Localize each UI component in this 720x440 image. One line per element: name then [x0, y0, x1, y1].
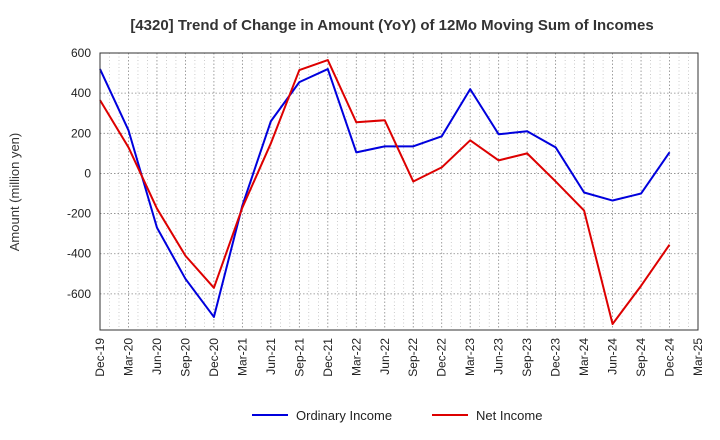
x-tick-label: Sep-23 — [520, 338, 534, 377]
legend-label-ordinary-income: Ordinary Income — [296, 408, 392, 423]
x-tick-label: Dec-23 — [549, 338, 563, 377]
y-tick-label: -200 — [67, 207, 91, 221]
grid — [100, 52, 698, 330]
x-tick-label: Sep-24 — [634, 338, 648, 377]
x-tick-label: Sep-22 — [406, 338, 420, 377]
legend: Ordinary Income Net Income — [252, 408, 542, 423]
x-tick-label: Mar-22 — [349, 338, 363, 376]
y-ticks: 600 400 200 0 -200 -400 -600 — [67, 46, 91, 301]
x-tick-label: Jun-21 — [264, 338, 278, 375]
x-tick-label: Dec-20 — [207, 338, 221, 377]
x-tick-label: Mar-25 — [691, 338, 705, 376]
y-tick-label: 0 — [84, 166, 91, 180]
x-tick-label: Sep-20 — [178, 338, 192, 377]
x-tick-label: Mar-21 — [235, 338, 249, 376]
x-tick-label: Sep-21 — [292, 338, 306, 377]
y-tick-label: -400 — [67, 247, 91, 261]
y-tick-label: -600 — [67, 287, 91, 301]
series-layer — [99, 59, 671, 325]
x-tick-label: Dec-21 — [321, 338, 335, 377]
x-tick-label: Mar-24 — [577, 338, 591, 376]
y-tick-label: 400 — [71, 86, 91, 100]
x-tick-label: Dec-19 — [93, 338, 107, 377]
x-tick-label: Jun-24 — [606, 338, 620, 375]
x-tick-label: Mar-23 — [463, 338, 477, 376]
chart-title: [4320] Trend of Change in Amount (YoY) o… — [130, 17, 653, 34]
y-axis-label: Amount (million yen) — [7, 133, 22, 252]
series-line-net-income — [99, 59, 671, 325]
y-tick-label: 200 — [71, 126, 91, 140]
x-tick-label: Mar-20 — [121, 338, 135, 376]
x-tick-label: Dec-24 — [663, 338, 677, 377]
series-line-ordinary-income — [99, 68, 671, 318]
x-ticks: Dec-19 Mar-20 Jun-20 Sep-20 Dec-20 Mar-21 Jun-… — [93, 338, 705, 377]
x-tick-label: Dec-22 — [435, 338, 449, 377]
x-tick-label: Jun-20 — [150, 338, 164, 375]
plot-frame — [99, 52, 699, 331]
x-tick-label: Jun-22 — [378, 338, 392, 375]
legend-label-net-income: Net Income — [476, 408, 542, 423]
x-tick-label: Jun-23 — [492, 338, 506, 375]
y-tick-label: 600 — [71, 46, 91, 60]
